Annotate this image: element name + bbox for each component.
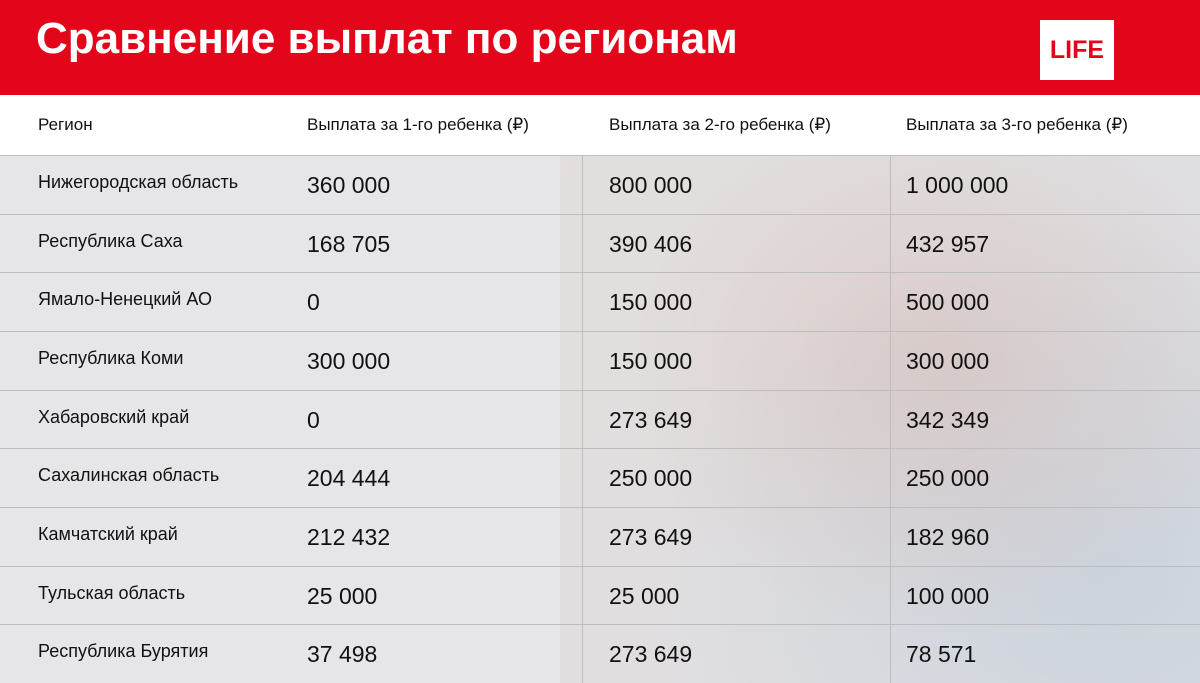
value-cell: 300 000	[307, 348, 391, 374]
region-cell: Республика Коми	[38, 348, 184, 368]
value-cell: 168 705	[307, 230, 391, 257]
column-divider	[890, 155, 891, 683]
value-cell: 273 649	[609, 641, 693, 668]
value-cell: 1 000 000	[906, 172, 1009, 198]
value-cell: 800 000	[609, 172, 693, 198]
value-cell: 300 000	[906, 348, 990, 374]
table-row: Тульская область 25 000 25 000 100 000	[0, 565, 1200, 626]
value-cell: 500 000	[906, 289, 990, 316]
value-cell: 100 000	[906, 582, 990, 609]
background-image	[560, 150, 1200, 683]
table-header: Регион Выплата за 1-го ребенка (₽) Выплата…	[0, 95, 1200, 155]
value-cell: 150 000	[609, 348, 693, 374]
table-row: Ямало-Ненецкий АО 0 150 000 500 000	[0, 272, 1200, 332]
value-cell: 204 444	[307, 465, 391, 492]
region-cell: Ямало-Ненецкий АО	[38, 289, 212, 310]
region-cell: Хабаровский край	[38, 406, 190, 427]
header: Сравнение выплат по регионам LIFE	[0, 0, 1200, 95]
table-row: Сахалинская область 204 444 250 000 250 000	[0, 448, 1200, 508]
value-cell: 25 000	[609, 582, 680, 609]
region-cell: Камчатский край	[38, 524, 178, 544]
table-row: Республика Саха 168 705 390 406 432 957	[0, 213, 1200, 274]
logo: LIFE	[1040, 20, 1114, 80]
table-row: Хабаровский край 0 273 649 342 349	[0, 389, 1200, 450]
value-cell: 0	[307, 289, 320, 316]
table-row: Камчатский край 212 432 273 649 182 960	[0, 507, 1200, 567]
value-cell: 25 000	[307, 582, 378, 609]
region-cell: Тульская область	[38, 582, 186, 603]
value-cell: 250 000	[609, 465, 693, 492]
value-cell: 150 000	[609, 289, 693, 316]
column-header: Выплата за 2-го ребенка (₽)	[609, 115, 831, 134]
title: Сравнение выплат по регионам	[36, 14, 738, 63]
value-cell: 182 960	[906, 524, 990, 550]
column-divider	[582, 155, 583, 683]
value-cell: 273 649	[609, 406, 693, 433]
region-cell: Республика Бурятия	[38, 641, 209, 662]
table-row: Нижегородская область 360 000 800 000 1 000…	[0, 155, 1200, 215]
value-cell: 342 349	[906, 406, 990, 433]
value-cell: 360 000	[307, 172, 391, 198]
value-cell: 273 649	[609, 524, 693, 550]
region-cell: Республика Саха	[38, 230, 183, 251]
value-cell: 0	[307, 406, 320, 433]
column-header: Регион	[38, 115, 93, 134]
region-cell: Нижегородская область	[38, 172, 239, 192]
value-cell: 212 432	[307, 524, 391, 550]
column-header: Выплата за 1-го ребенка (₽)	[307, 115, 529, 134]
region-cell: Сахалинская область	[38, 465, 220, 486]
value-cell: 37 498	[307, 641, 378, 668]
value-cell: 78 571	[906, 641, 977, 668]
column-header: Выплата за 3-го ребенка (₽)	[906, 115, 1128, 134]
value-cell: 250 000	[906, 465, 990, 492]
table-row: Республика Коми 300 000 150 000 300 000	[0, 331, 1200, 391]
value-cell: 432 957	[906, 230, 990, 257]
table-row: Республика Бурятия 37 498 273 649 78 571	[0, 624, 1200, 683]
value-cell: 390 406	[609, 230, 693, 257]
